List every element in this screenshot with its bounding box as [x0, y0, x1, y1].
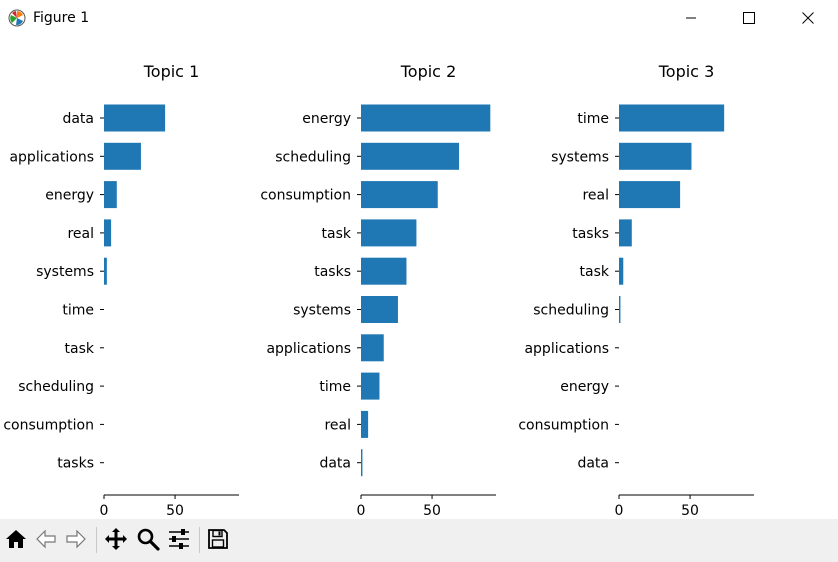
bar	[361, 181, 438, 209]
y-tick-label: scheduling	[275, 149, 351, 165]
pan-move-icon	[105, 528, 127, 550]
y-tick-label: systems	[36, 264, 94, 280]
y-tick-label: consumption	[518, 417, 609, 433]
x-tick-label: 0	[357, 503, 366, 519]
subplot-title: Topic 3	[658, 62, 715, 81]
bar	[361, 257, 407, 285]
configure-subplots-icon	[169, 529, 189, 549]
y-tick-label: time	[319, 379, 351, 395]
close-icon	[802, 12, 814, 24]
bar	[361, 104, 491, 132]
x-tick-label: 0	[615, 503, 624, 519]
y-tick-label: data	[319, 456, 351, 472]
bar	[361, 142, 460, 170]
y-tick-label: systems	[293, 303, 351, 319]
bar	[361, 372, 380, 400]
y-tick-label: tasks	[57, 456, 94, 472]
y-tick-label: applications	[524, 341, 609, 357]
bar	[104, 219, 112, 247]
home-icon	[6, 530, 26, 548]
subplot-title: Topic 1	[143, 62, 200, 81]
pan-button[interactable]	[102, 525, 130, 553]
y-tick-label: task	[65, 341, 95, 357]
bar	[104, 142, 141, 170]
minimize-icon	[686, 17, 696, 19]
y-tick-label: consumption	[3, 417, 94, 433]
bar	[619, 296, 621, 323]
window-title: Figure 1	[33, 10, 90, 26]
window-titlebar: Figure 1	[0, 0, 838, 36]
x-tick-label: 50	[166, 503, 184, 519]
y-tick-label: real	[324, 417, 351, 433]
y-tick-label: tasks	[572, 226, 609, 242]
navigation-toolbar	[0, 519, 838, 562]
zoom-magnifier-icon	[137, 528, 160, 551]
y-tick-label: time	[577, 111, 609, 127]
y-tick-label: applications	[9, 149, 94, 165]
bar	[361, 410, 369, 438]
y-tick-label: energy	[45, 188, 94, 204]
configure-subplots-button[interactable]	[165, 525, 193, 553]
y-tick-label: consumption	[260, 188, 351, 204]
toolbar-separator	[96, 527, 97, 553]
y-tick-label: data	[62, 111, 94, 127]
minimize-button[interactable]	[662, 0, 720, 36]
subplot-title: Topic 2	[400, 62, 457, 81]
back-button[interactable]	[32, 525, 60, 553]
bar	[361, 219, 417, 247]
arrow-left-icon	[36, 529, 56, 549]
home-button[interactable]	[2, 525, 30, 553]
forward-button[interactable]	[62, 525, 90, 553]
close-button[interactable]	[779, 0, 837, 36]
bar	[104, 104, 166, 132]
bar	[104, 181, 117, 209]
bar	[104, 257, 107, 285]
maximize-icon	[743, 12, 755, 24]
x-tick-label: 0	[100, 503, 109, 519]
y-tick-label: scheduling	[533, 303, 609, 319]
maximize-button[interactable]	[720, 0, 778, 36]
y-tick-label: tasks	[314, 264, 351, 280]
bar	[361, 449, 363, 477]
bar	[619, 257, 624, 285]
save-button[interactable]	[204, 525, 232, 553]
y-tick-label: energy	[302, 111, 351, 127]
y-tick-label: time	[62, 303, 94, 319]
y-tick-label: applications	[266, 341, 351, 357]
bar	[619, 142, 692, 170]
toolbar-separator	[199, 527, 200, 553]
zoom-button[interactable]	[134, 525, 162, 553]
bar	[619, 181, 681, 209]
y-tick-label: real	[67, 226, 94, 242]
matplotlib-logo-icon	[8, 9, 26, 27]
figure-canvas: Topic 1 data applications energy real systems…	[3, 62, 754, 519]
y-tick-label: data	[577, 456, 609, 472]
save-floppy-icon	[208, 529, 228, 549]
bar	[361, 296, 398, 323]
y-tick-label: task	[322, 226, 352, 242]
y-tick-label: real	[582, 188, 609, 204]
x-tick-label: 50	[423, 503, 441, 519]
y-tick-label: energy	[560, 379, 609, 395]
bar	[619, 219, 632, 247]
y-tick-label: scheduling	[18, 379, 94, 395]
bar	[361, 334, 384, 362]
y-tick-label: systems	[551, 149, 609, 165]
arrow-right-icon	[66, 529, 86, 549]
x-tick-label: 50	[681, 503, 699, 519]
y-tick-label: task	[580, 264, 610, 280]
bar	[619, 104, 725, 132]
